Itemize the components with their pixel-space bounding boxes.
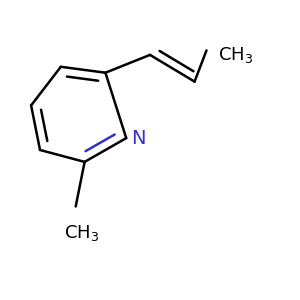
Text: CH$_3$: CH$_3$ (218, 45, 254, 65)
Text: N: N (131, 129, 146, 148)
Text: CH$_3$: CH$_3$ (64, 223, 99, 243)
